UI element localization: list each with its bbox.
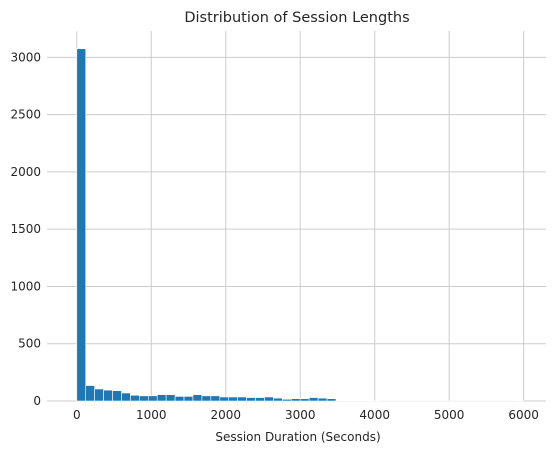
histogram-bar	[174, 396, 185, 402]
y-tick-label: 500	[18, 337, 41, 351]
histogram-bar	[201, 395, 212, 402]
y-tick-label: 2000	[10, 165, 41, 179]
histogram-bar	[139, 395, 149, 402]
x-tick-label: 2000	[210, 408, 241, 422]
histogram-bar	[183, 396, 194, 402]
x-tick-label: 5000	[434, 408, 465, 422]
histogram-bar	[299, 398, 310, 402]
x-tick-label: 1000	[136, 408, 167, 422]
x-tick-label: 4000	[359, 408, 390, 422]
y-tick-labels: 0 500 1000 1500 2000 2500 3000	[10, 50, 41, 408]
histogram-bar	[335, 400, 346, 402]
y-tick-label: 2500	[10, 108, 41, 122]
histogram-bar	[165, 394, 176, 402]
histogram-bar	[246, 397, 256, 402]
histogram-bar	[112, 390, 122, 402]
y-tick-label: 3000	[10, 50, 41, 64]
histogram-bar	[192, 394, 203, 402]
histogram-bar	[308, 397, 319, 402]
histogram-bar	[326, 398, 337, 402]
histogram-bar	[94, 388, 104, 402]
histogram-bar	[237, 396, 247, 402]
bars	[76, 48, 524, 402]
histogram-bar	[103, 389, 113, 402]
x-axis-label: Session Duration (Seconds)	[215, 430, 380, 444]
histogram-bar	[255, 397, 265, 402]
x-tick-labels: 0 1000 2000 3000 4000 5000 6000	[73, 408, 539, 422]
histogram-bar	[76, 48, 87, 402]
histogram-bar	[130, 394, 140, 402]
histogram-bar	[156, 394, 167, 402]
x-tick-label: 6000	[508, 408, 539, 422]
y-tick-label: 1500	[10, 222, 41, 236]
histogram-bar	[264, 396, 274, 402]
y-tick-label: 1000	[10, 279, 41, 293]
histogram-bar	[282, 398, 292, 402]
histogram-bar	[317, 397, 328, 402]
x-tick-label: 3000	[285, 408, 316, 422]
histogram-bar	[147, 395, 158, 402]
histogram-bar	[273, 397, 283, 402]
histogram-bar	[121, 392, 131, 402]
chart-title: Distribution of Session Lengths	[184, 10, 409, 26]
histogram-bar	[290, 398, 301, 402]
histogram-bar	[210, 395, 221, 402]
grid	[47, 31, 546, 402]
histogram-bar	[85, 385, 95, 402]
x-tick-label: 0	[73, 408, 81, 422]
histogram-bar	[219, 396, 230, 402]
y-tick-label: 0	[33, 394, 41, 408]
histogram-bar	[228, 396, 238, 402]
